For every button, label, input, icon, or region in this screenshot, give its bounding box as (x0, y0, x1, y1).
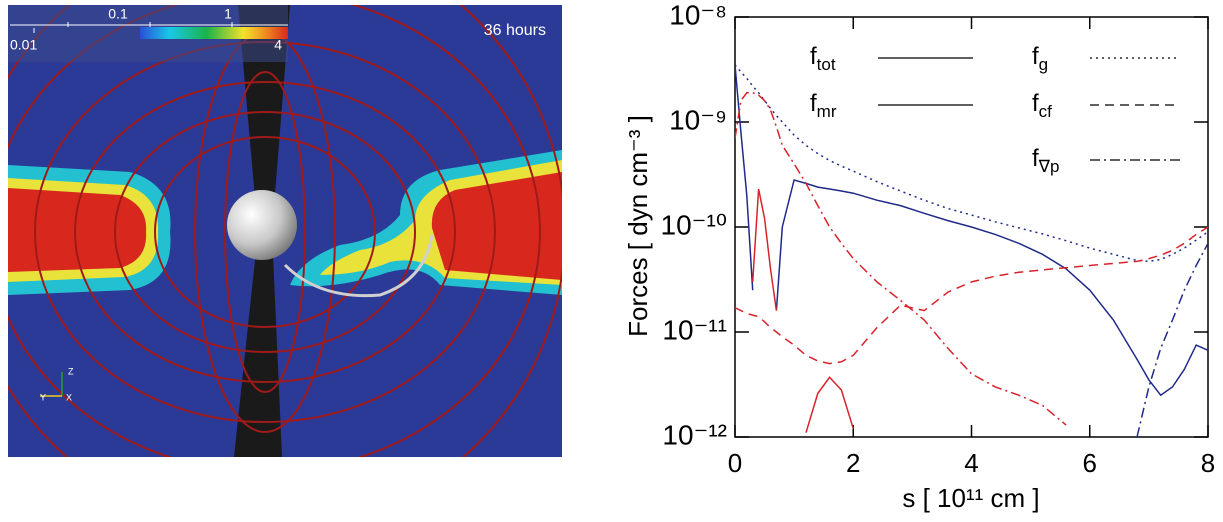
x-tick-label: 6 (1083, 448, 1097, 478)
legend-subscript: mr (817, 102, 837, 121)
colorbar-label: 0.1 (108, 6, 128, 22)
legend-name: f (810, 43, 817, 70)
colorbar-label: 1 (224, 6, 232, 22)
y-tick-label: 10⁻⁹ (669, 104, 727, 135)
colorbar-label: 0.01 (10, 37, 37, 53)
line (735, 91, 1067, 426)
legend-subscript: g (1039, 55, 1048, 74)
legend-label: fg (1032, 43, 1048, 74)
line (805, 376, 855, 433)
simulation-image: 0.01 0.1 1 4 36 hours Z Y X (8, 5, 562, 457)
legend-subscript: tot (817, 55, 836, 74)
x-tick-label: 8 (1201, 448, 1215, 478)
y-tick-label: 10⁻¹¹ (662, 314, 727, 345)
x-tick-label: 4 (964, 448, 978, 478)
x-tick-label: 0 (728, 448, 742, 478)
legend-label: ftot (810, 43, 836, 74)
legend-name: f (1032, 145, 1039, 172)
y-tick-label: 10⁻¹⁰ (661, 209, 727, 240)
y-tick-label: 10⁻⁸ (669, 0, 727, 30)
x-axis-label: s [ 10¹¹ cm ] (902, 483, 1039, 513)
line (1136, 242, 1208, 437)
legend-subscript: ∇p (1038, 157, 1060, 176)
axis-label: X (66, 392, 72, 402)
y-tick-label: 10⁻¹² (662, 419, 727, 450)
legend-label: fmr (810, 90, 837, 121)
legend-name: f (1032, 90, 1039, 117)
line (735, 226, 1208, 365)
plot-area (735, 64, 1208, 437)
y-axis-label: Forces [ dyn cm⁻³ ] (623, 115, 653, 337)
line (735, 64, 1208, 397)
legend-label: fcf (1032, 90, 1052, 121)
line (751, 188, 778, 311)
legend-name: f (1032, 43, 1039, 70)
colorbar-label: 4 (274, 37, 282, 53)
x-tick-label: 2 (846, 448, 860, 478)
axis-label: Z (68, 366, 74, 376)
legend-subscript: cf (1039, 102, 1053, 121)
axis-label: Y (40, 392, 46, 402)
chart: Forces [ dyn cm⁻³ ] s [ 10¹¹ cm ] 0 2 4 6 8 1… (623, 0, 1215, 513)
legend-name: f (810, 90, 817, 117)
time-label: 36 hours (484, 22, 546, 39)
line (735, 64, 1208, 263)
legend-label: f∇p (1032, 145, 1060, 176)
